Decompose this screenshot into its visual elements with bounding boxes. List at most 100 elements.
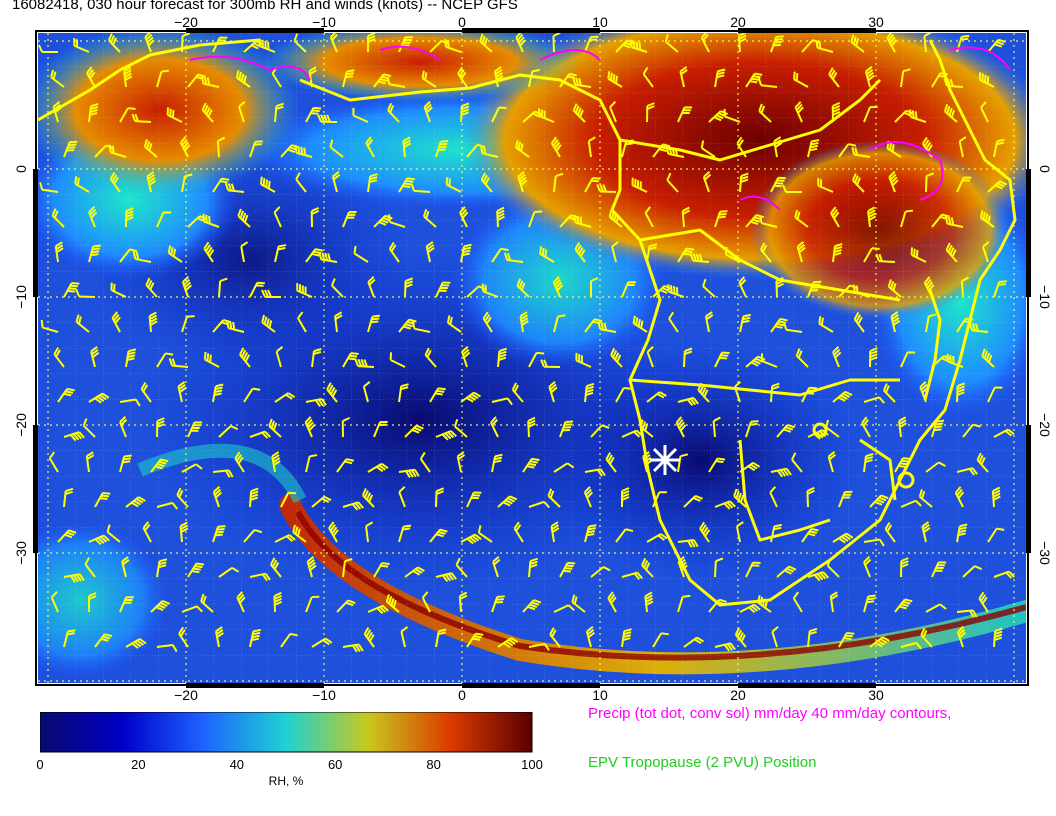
wind-barb bbox=[697, 382, 710, 403]
wind-barb bbox=[733, 488, 747, 508]
wind-barb bbox=[738, 276, 747, 298]
wind-barb bbox=[318, 251, 338, 263]
wind-barb bbox=[389, 352, 406, 368]
tick-label: −10 bbox=[312, 687, 336, 700]
wind-barb bbox=[584, 524, 597, 543]
origin-marker bbox=[650, 445, 680, 475]
wind-barb bbox=[398, 36, 413, 53]
wind-barb bbox=[795, 348, 809, 368]
wind-barb bbox=[342, 352, 359, 368]
wind-barb bbox=[82, 418, 96, 438]
wind-barb bbox=[125, 348, 137, 368]
wind-barb bbox=[181, 173, 193, 193]
wind-barb bbox=[851, 146, 871, 158]
wind-barb bbox=[548, 381, 558, 403]
wind-barb bbox=[796, 241, 806, 263]
wind-barb bbox=[921, 521, 931, 543]
wind-barb bbox=[646, 102, 655, 123]
wind-barb bbox=[700, 140, 716, 158]
wind-barb bbox=[993, 138, 1005, 158]
wind-barb bbox=[429, 387, 446, 403]
wind-barb bbox=[900, 68, 911, 88]
wind-barb bbox=[864, 66, 875, 88]
wind-barb bbox=[621, 281, 636, 298]
wind-barb bbox=[504, 252, 524, 263]
wind-barb bbox=[398, 318, 417, 333]
wind-barb bbox=[424, 347, 437, 368]
wind-barb bbox=[336, 599, 356, 613]
wind-barb bbox=[853, 312, 865, 333]
wind-barb bbox=[838, 632, 855, 648]
tick-label: 0 bbox=[13, 165, 29, 173]
wind-barb bbox=[815, 40, 834, 53]
wind-barb bbox=[677, 106, 693, 123]
tick-label: 20 bbox=[730, 14, 746, 30]
tick-label: 0 bbox=[1037, 165, 1053, 173]
lon-tick-labels-bottom: −20 −10 0 10 20 30 bbox=[174, 687, 884, 700]
wind-barb bbox=[491, 397, 513, 406]
wind-barb bbox=[611, 241, 619, 263]
wind-barb bbox=[925, 461, 946, 473]
wind-barb bbox=[461, 346, 471, 368]
wind-barb bbox=[125, 638, 147, 649]
wind-barb bbox=[84, 557, 96, 578]
wind-barb bbox=[94, 633, 113, 648]
wind-barb bbox=[590, 277, 599, 297]
wind-barb bbox=[353, 245, 369, 263]
wind-barb bbox=[258, 38, 276, 53]
wind-barb bbox=[466, 491, 482, 508]
wind-barb bbox=[212, 486, 223, 508]
wind-barb bbox=[336, 458, 355, 473]
wind-barb bbox=[168, 358, 189, 368]
wind-barb bbox=[677, 453, 689, 473]
wind-barb bbox=[273, 591, 283, 613]
wind-barb bbox=[63, 140, 78, 158]
wind-barb bbox=[714, 351, 730, 368]
wind-barb bbox=[119, 248, 138, 263]
wind-barb bbox=[978, 72, 995, 88]
wind-barb bbox=[398, 383, 409, 403]
wind-barb bbox=[63, 431, 85, 442]
wind-barb bbox=[886, 140, 902, 158]
wind-barb bbox=[218, 277, 228, 298]
wind-barb bbox=[739, 603, 761, 614]
wind-barb bbox=[294, 145, 313, 158]
wind-barb bbox=[925, 313, 937, 333]
wind-barb bbox=[838, 143, 857, 158]
wind-barb bbox=[863, 396, 885, 404]
wind-barb bbox=[410, 183, 431, 193]
wind-barb bbox=[547, 488, 561, 508]
wind-barb bbox=[40, 319, 59, 333]
wind-barb bbox=[522, 599, 542, 613]
map-frame bbox=[33, 28, 1031, 688]
wind-barb bbox=[367, 276, 376, 298]
wind-barb bbox=[477, 525, 493, 543]
wind-barb bbox=[668, 311, 679, 333]
wind-barb bbox=[398, 486, 406, 508]
wind-barb bbox=[644, 591, 654, 613]
wind-barb bbox=[249, 430, 271, 439]
wind-barb bbox=[280, 632, 298, 648]
wind-barb bbox=[119, 454, 132, 473]
wind-barb bbox=[923, 276, 935, 298]
tick-label: −10 bbox=[13, 285, 29, 309]
wind-barb bbox=[123, 66, 133, 88]
wind-barb bbox=[869, 494, 889, 508]
wind-barb bbox=[179, 136, 191, 158]
wind-barb bbox=[411, 321, 431, 333]
wind-barb bbox=[829, 591, 839, 613]
wind-barb bbox=[956, 176, 972, 193]
wind-barb bbox=[776, 565, 797, 578]
wind-barb bbox=[827, 451, 836, 473]
wind-barb bbox=[293, 33, 307, 53]
wind-barb bbox=[807, 139, 820, 158]
wind-barb bbox=[85, 451, 95, 473]
wind-barb bbox=[200, 76, 220, 88]
wind-barb bbox=[107, 33, 121, 53]
wind-barb bbox=[341, 416, 351, 438]
wind-barb bbox=[140, 382, 152, 403]
wind-barb bbox=[156, 417, 165, 438]
wind-barb bbox=[497, 637, 519, 649]
wind-barb bbox=[550, 521, 560, 543]
wind-barb bbox=[274, 534, 296, 543]
